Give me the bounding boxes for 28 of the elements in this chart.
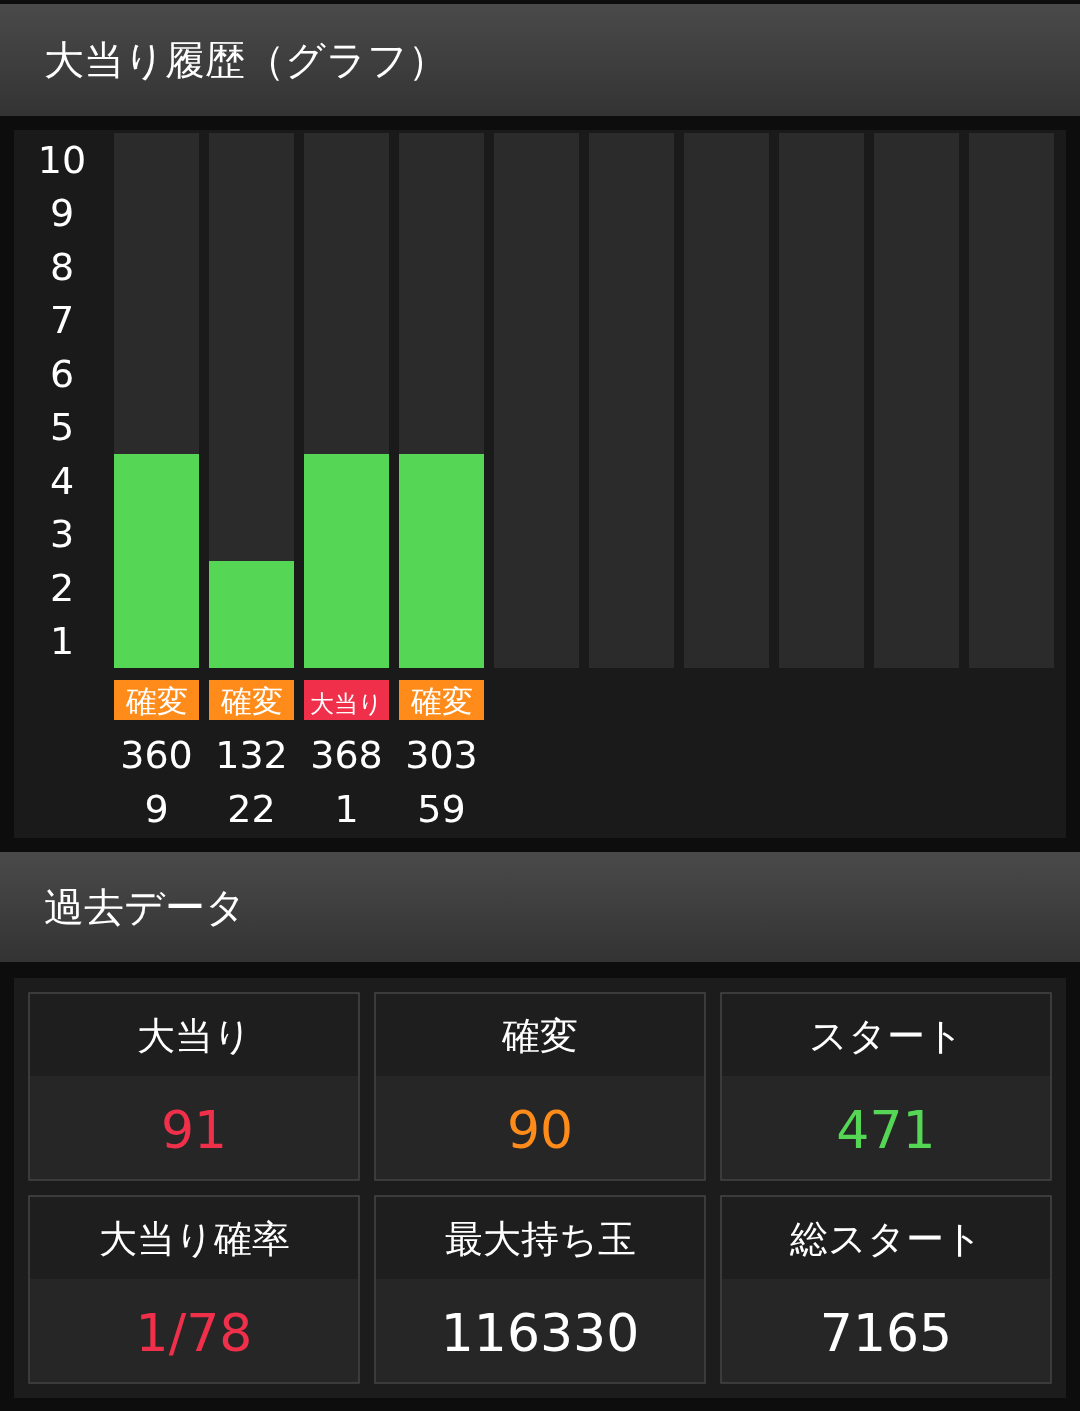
text: 471 xyxy=(836,1100,936,1160)
text: 91 xyxy=(160,1100,228,1160)
x-tick-label: 確変 303 59 xyxy=(405,683,478,831)
x-tick-label: 大当り 368 1 xyxy=(310,690,383,831)
y-tick-label: 1 xyxy=(49,619,75,664)
y-tick-label: 7 xyxy=(49,298,75,343)
y-tick-label: 6 xyxy=(49,351,75,396)
text: 90 xyxy=(506,1100,574,1160)
text: 大当り確率 xyxy=(98,1217,290,1261)
text: 確変 xyxy=(501,1014,578,1058)
text: 総スタート xyxy=(788,1217,983,1261)
text: 最大持ち玉 xyxy=(444,1217,636,1261)
x-tick-label: 確変 360 9 xyxy=(120,683,193,831)
y-tick-label: 8 xyxy=(49,244,75,289)
text: 7165 xyxy=(819,1303,953,1363)
text: スタート xyxy=(808,1014,964,1058)
text: 116330 xyxy=(440,1303,640,1363)
y-tick-label: 4 xyxy=(49,458,75,503)
x-tick-label: 確変 132 22 xyxy=(215,683,288,831)
y-tick-label: 5 xyxy=(49,405,75,450)
y-tick-label: 9 xyxy=(49,191,75,236)
y-tick-label: 10 xyxy=(37,137,87,182)
text: 過去データ xyxy=(44,884,246,930)
chart-title: 大当り履歴（グラフ） xyxy=(44,37,448,83)
text: 大当り xyxy=(136,1014,252,1058)
text: 1/78 xyxy=(135,1303,253,1363)
y-tick-label: 3 xyxy=(49,512,75,557)
y-tick-label: 2 xyxy=(49,565,75,610)
